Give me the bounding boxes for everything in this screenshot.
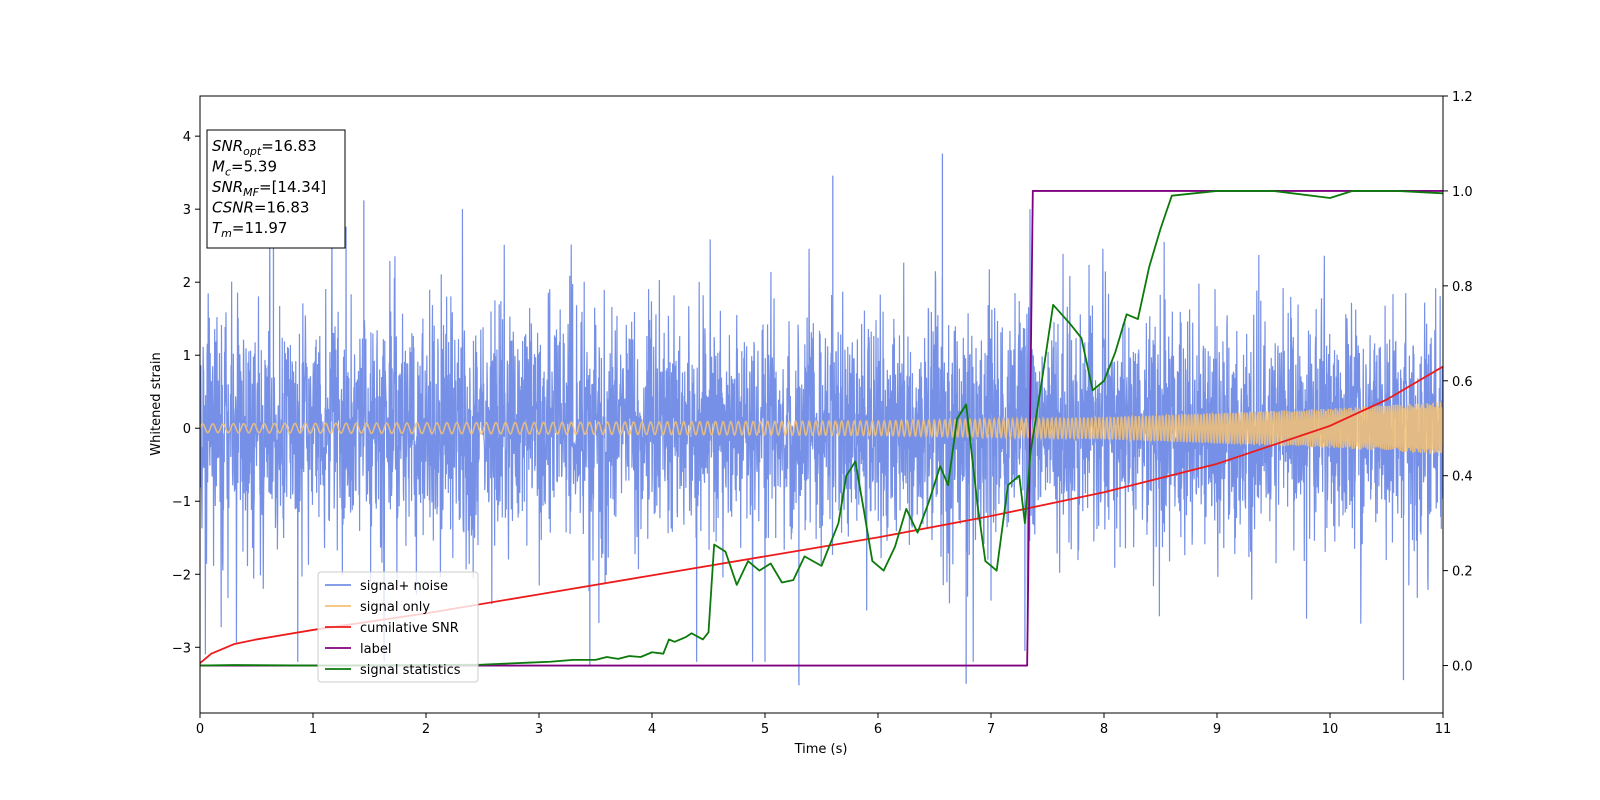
legend-entry: signal only (360, 600, 430, 615)
x-tick-label: 8 (1100, 722, 1108, 737)
signal-statistics-series (200, 190, 1443, 667)
x-tick-label: 9 (1213, 722, 1221, 737)
annotation-line: SNRMF=[14.34] (212, 178, 326, 199)
x-tick-label: 2 (422, 722, 430, 737)
annotation-frame (206, 129, 346, 249)
y-axis-label: Whitened strain (149, 352, 164, 455)
legend-entry: label (360, 642, 391, 657)
y2-tick-label: 1.2 (1452, 90, 1473, 105)
y2-tick-label: 1.0 (1452, 185, 1473, 200)
metrics-annotation-box: SNRopt=16.83Mc=5.39SNRMF=[14.34]CSNR=16.… (206, 129, 346, 249)
legend-entry: signal+ noise (360, 579, 448, 594)
y-tick-label: 0 (183, 422, 191, 437)
annotation-line: Mc=5.39 (212, 158, 277, 179)
y2-tick-label: 0.2 (1452, 565, 1473, 580)
annotation-line: Tm=11.97 (212, 219, 287, 240)
y-tick-label: 4 (183, 130, 191, 145)
y2-tick-label: 0.4 (1452, 470, 1473, 485)
signal-noise-series (200, 209, 1443, 662)
signal-only-series (200, 402, 1443, 454)
plot-frame (199, 95, 1444, 714)
cumilative-snr-series (200, 365, 1443, 664)
x-axis-label: Time (s) (794, 742, 848, 757)
y-axis-right: 0.0 0.2 0.4 0.6 0.8 1.0 1.2 (1443, 90, 1473, 675)
y-tick-label: −2 (172, 568, 191, 583)
legend-frame (317, 571, 479, 683)
y2-tick-label: 0.6 (1452, 375, 1473, 390)
x-axis: 0 1 2 3 4 5 6 7 8 9 10 11 (196, 713, 1451, 737)
y-tick-label: 1 (183, 349, 191, 364)
y-tick-label: 2 (183, 276, 191, 291)
y-tick-label: 3 (183, 203, 191, 218)
x-tick-label: 11 (1435, 722, 1452, 737)
y-tick-label: −1 (172, 495, 191, 510)
legend-entry: signal statistics (360, 663, 461, 678)
plot-area (200, 153, 1443, 686)
legend-entry: cumilative SNR (360, 621, 459, 636)
x-tick-label: 7 (987, 722, 995, 737)
annotation-line: SNRopt=16.83 (212, 137, 317, 158)
x-tick-label: 0 (196, 722, 204, 737)
legend: signal+ noise signal only cumilative SNR la… (317, 571, 479, 683)
annotation-line: CSNR=16.83 (212, 199, 309, 217)
x-tick-label: 1 (309, 722, 317, 737)
y2-tick-label: 0.0 (1452, 660, 1473, 675)
y-axis-left: −3 −2 −1 0 1 2 3 4 (172, 130, 200, 656)
x-tick-label: 4 (648, 722, 656, 737)
y2-tick-label: 0.8 (1452, 280, 1473, 295)
y-tick-label: −3 (172, 641, 191, 656)
x-tick-label: 3 (535, 722, 543, 737)
x-tick-label: 5 (761, 722, 769, 737)
x-tick-label: 10 (1322, 722, 1339, 737)
x-tick-label: 6 (874, 722, 882, 737)
